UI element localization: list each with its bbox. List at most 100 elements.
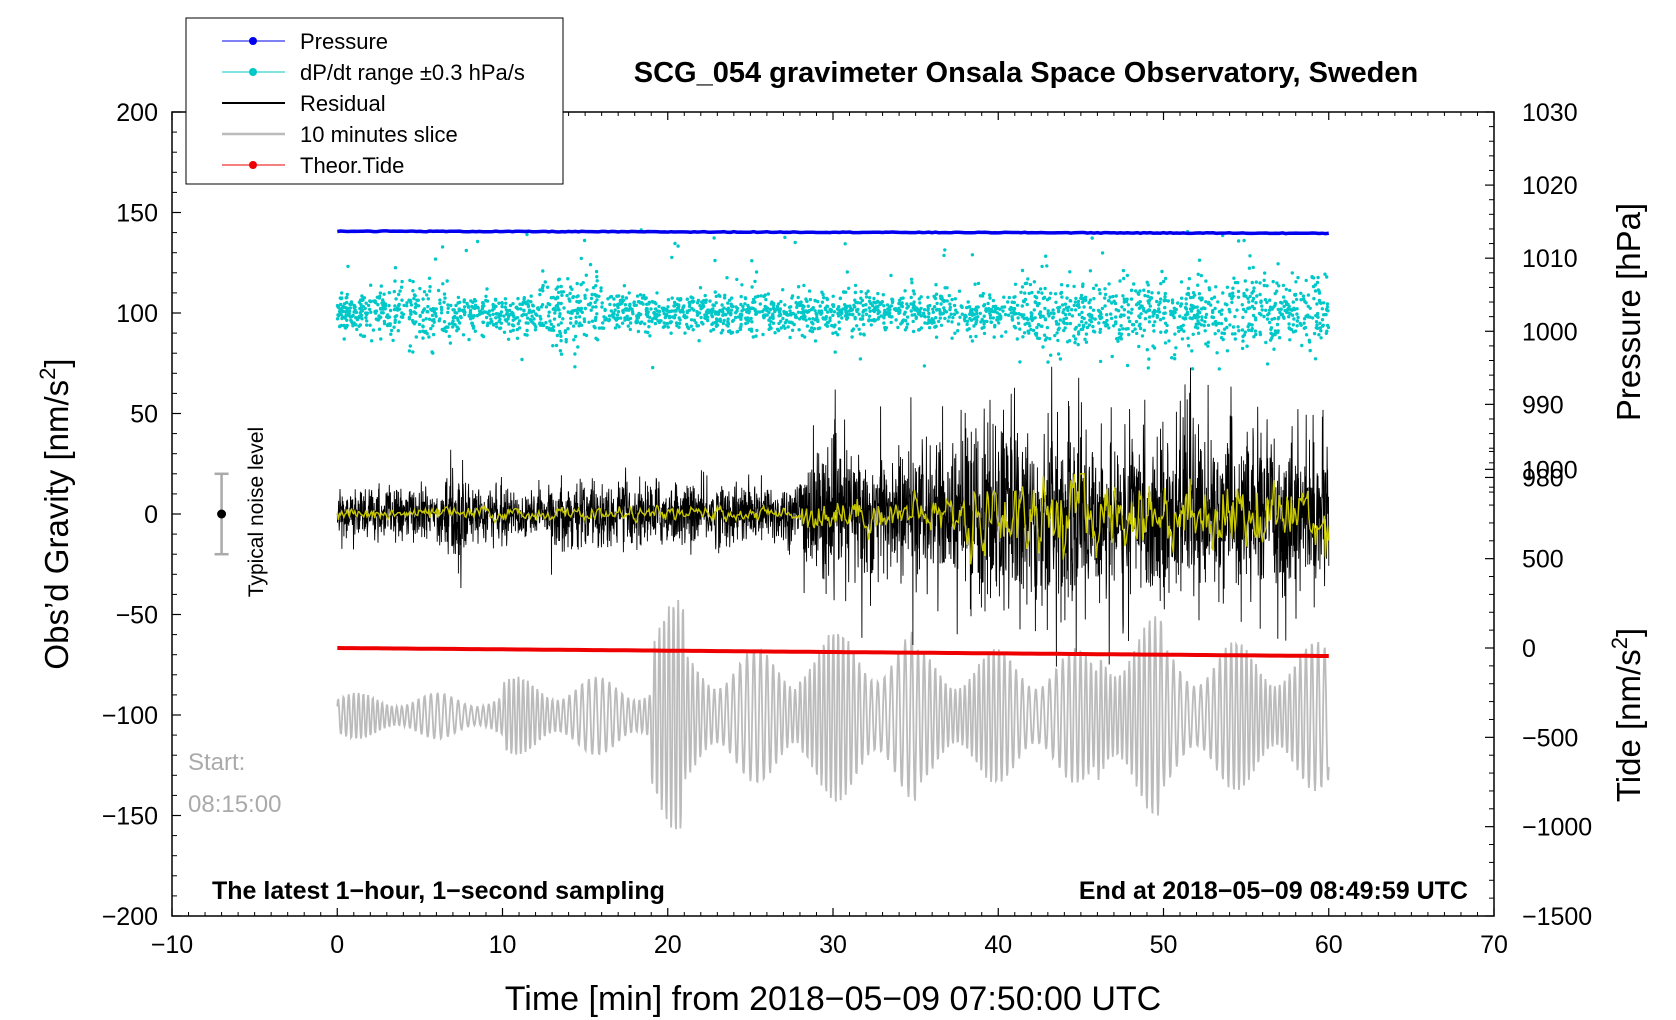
dpdt-point: [1063, 326, 1067, 330]
dpdt-point: [504, 301, 508, 305]
dpdt-point: [594, 315, 598, 320]
dpdt-point: [1151, 323, 1156, 328]
dpdt-point: [733, 315, 738, 320]
dpdt-point: [710, 310, 714, 315]
dpdt-point: [372, 299, 376, 303]
dpdt-point: [766, 292, 770, 296]
dpdt-point: [1046, 309, 1050, 313]
dpdt-point: [646, 310, 650, 314]
dpdt-point: [381, 298, 385, 302]
dpdt-point: [1013, 282, 1018, 286]
dpdt-point: [369, 283, 373, 287]
dpdt-point: [909, 277, 914, 281]
dpdt-point: [1159, 297, 1163, 301]
dpdt-point: [563, 330, 567, 335]
dpdt-point: [413, 294, 417, 298]
dpdt-point: [859, 296, 863, 300]
dpdt-point: [1196, 272, 1200, 276]
dpdt-point: [1194, 316, 1199, 320]
dpdt-point: [1173, 332, 1177, 336]
dpdt-point: [723, 293, 727, 297]
dpdt-point: [1312, 296, 1316, 301]
dpdt-point: [982, 325, 986, 329]
dpdt-point: [836, 311, 840, 316]
dpdt-point: [991, 304, 996, 309]
dpdt-point: [566, 327, 570, 331]
dpdt-point: [986, 301, 990, 306]
dpdt-point: [1196, 283, 1200, 287]
dpdt-point: [1088, 298, 1093, 302]
dpdt-point: [735, 309, 739, 313]
dpdt-point: [337, 309, 342, 314]
dpdt-point: [943, 316, 947, 321]
dpdt-point: [408, 278, 412, 283]
dpdt-point: [1251, 313, 1256, 318]
dpdt-point: [966, 300, 970, 304]
dpdt-point: [1306, 293, 1311, 297]
dpdt-point: [832, 310, 837, 314]
dpdt-point: [358, 323, 363, 327]
dpdt-point: [1147, 357, 1151, 361]
dpdt-point: [668, 314, 672, 319]
dpdt-point: [430, 313, 435, 318]
dpdt-point: [822, 296, 826, 300]
dpdt-point: [850, 335, 854, 339]
dpdt-point: [446, 310, 450, 315]
dpdt-point: [387, 303, 391, 308]
dpdt-point: [710, 313, 714, 317]
dpdt-point: [524, 301, 528, 306]
dpdt-point: [725, 323, 729, 327]
dpdt-point: [647, 300, 651, 305]
dpdt-point: [358, 306, 362, 311]
dpdt-point: [1065, 284, 1070, 288]
dpdt-point: [497, 301, 501, 305]
dpdt-point: [800, 304, 804, 308]
dpdt-point: [771, 306, 776, 310]
dpdt-point: [1089, 320, 1094, 324]
dpdt-point: [1252, 335, 1256, 339]
dpdt-point: [485, 287, 489, 291]
dpdt-point: [726, 301, 730, 305]
dpdt-point: [409, 303, 414, 307]
dpdt-point: [582, 317, 586, 321]
dpdt-point: [704, 316, 708, 321]
dpdt-point: [1048, 337, 1052, 341]
dpdt-point: [1308, 348, 1312, 353]
dpdt-point: [685, 297, 689, 301]
dpdt-point: [541, 289, 545, 293]
dpdt-point: [1164, 298, 1168, 303]
dpdt-point: [1066, 308, 1070, 313]
dpdt-point: [932, 305, 937, 309]
dpdt-point: [1196, 319, 1200, 323]
dpdt-point: [824, 307, 828, 312]
dpdt-point: [1233, 337, 1238, 341]
dpdt-point: [339, 307, 344, 311]
dpdt-point: [439, 311, 444, 315]
noise-level-bar: [214, 472, 229, 556]
dpdt-point: [793, 240, 797, 245]
dpdt-point: [412, 322, 417, 326]
dpdt-point: [663, 315, 667, 320]
dpdt-point: [1009, 311, 1013, 315]
dpdt-point: [1147, 320, 1152, 324]
dpdt-point: [807, 317, 812, 321]
dpdt-point: [467, 337, 471, 342]
dpdt-point: [753, 307, 757, 312]
dpdt-point: [558, 312, 562, 316]
dpdt-point: [578, 299, 582, 303]
x-tick-label: 60: [1315, 931, 1343, 959]
dpdt-point: [982, 331, 987, 336]
dpdt-point: [654, 316, 658, 321]
dpdt-point: [692, 318, 696, 322]
dpdt-point: [494, 321, 499, 326]
dpdt-point: [1082, 316, 1086, 321]
dpdt-point: [1043, 318, 1048, 322]
dpdt-point: [518, 302, 522, 306]
dpdt-point: [800, 315, 804, 320]
dpdt-point: [1185, 310, 1190, 315]
dpdt-point: [394, 314, 399, 318]
dpdt-point: [568, 291, 572, 296]
dpdt-point: [975, 311, 979, 316]
dpdt-point: [1042, 333, 1047, 337]
dpdt-point: [423, 330, 427, 334]
